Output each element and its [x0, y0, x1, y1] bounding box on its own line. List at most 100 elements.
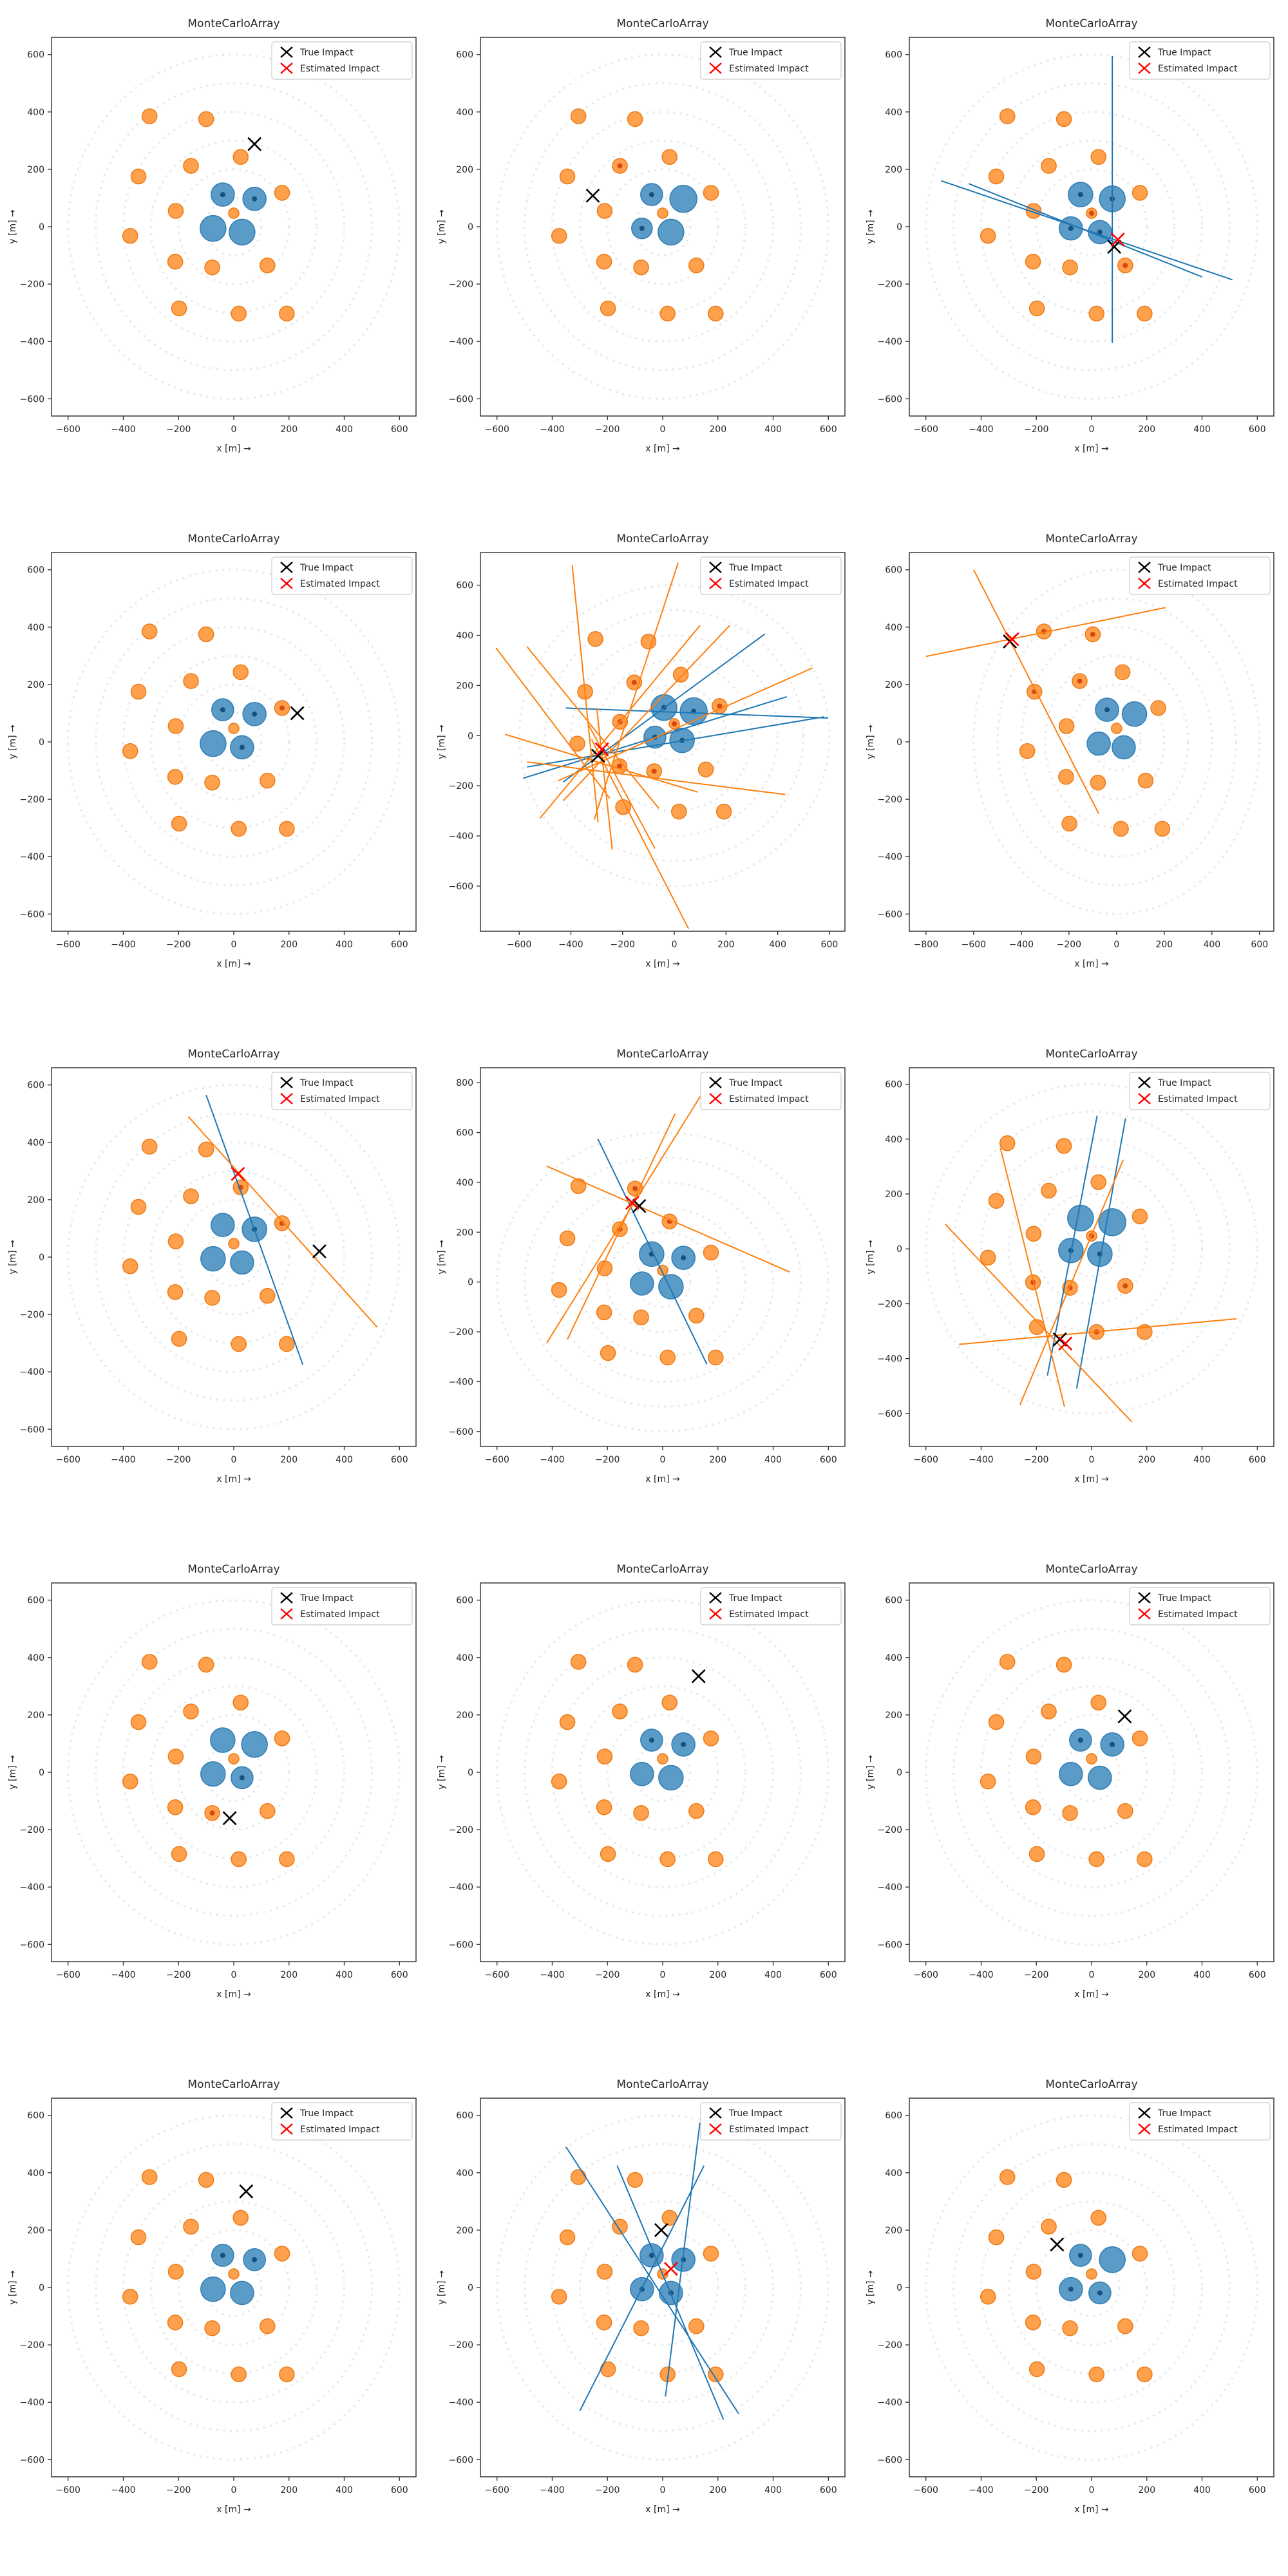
y-tick-label: 0	[468, 1278, 473, 1288]
plot-area	[925, 569, 1261, 915]
legend: True Impact Estimated Impact	[1129, 556, 1271, 595]
y-tick-label: −200	[878, 2340, 902, 2351]
range-ring-200m	[177, 168, 290, 285]
legend-label: Estimated Impact	[300, 579, 380, 589]
outer-station	[1090, 774, 1106, 791]
y-tick-label: 200	[885, 1189, 902, 1200]
outer-station	[183, 1188, 199, 1204]
range-ring-200m	[606, 2229, 719, 2346]
legend: True Impact Estimated Impact	[700, 1587, 842, 1625]
subplot-r4c3: −600 −400 −200 0 200 400 600 −600 −400 −200 0 200 40…	[858, 1546, 1287, 2061]
x-tick-label: 400	[1193, 2485, 1211, 2496]
y-tick-label: 200	[456, 681, 473, 691]
outer-station	[703, 2246, 719, 2262]
x-axis-label: x [m] →	[1074, 2505, 1109, 2515]
x-tick-label: −200	[1024, 2485, 1048, 2496]
true-impact-marker	[247, 137, 262, 151]
outer-station	[1025, 1226, 1042, 1242]
range-ring-600m	[67, 53, 401, 400]
outer-station	[708, 305, 724, 322]
subplot-canvas: −600 −400 −200 0 200 400 600 −600 −400 −200 0 200 40…	[8, 1048, 417, 1484]
outer-station	[1090, 1694, 1107, 1711]
y-tick-label: 600	[27, 1081, 44, 1091]
x-axis-label: x [m] →	[645, 959, 680, 969]
x-tick-label: 400	[336, 424, 353, 435]
y-tick-label: −400	[20, 852, 44, 862]
range-ring-400m	[1020, 626, 1213, 858]
legend-box	[700, 41, 842, 80]
outer-station	[1132, 1208, 1148, 1225]
y-tick-label: 0	[468, 222, 473, 232]
outer-station	[167, 718, 184, 734]
subplot-r2c1: −600 −400 −200 0 200 400 600 −600 −400 −200 0 200 40…	[0, 515, 429, 1030]
outer-direction-line	[539, 625, 701, 819]
x-tick-label: −600	[961, 940, 986, 950]
legend-box	[271, 1587, 413, 1625]
range-ring-600m	[925, 53, 1258, 400]
core-station	[1059, 1761, 1083, 1786]
core-station	[1088, 1765, 1112, 1790]
estimated-impact-marker	[594, 742, 609, 757]
outer-station	[1132, 185, 1148, 201]
plot-area	[496, 2114, 829, 2461]
range-ring-600m	[925, 2114, 1258, 2461]
outer-direction-line	[546, 1165, 790, 1273]
outer-station	[141, 1139, 158, 1155]
outer-station	[167, 1284, 184, 1300]
subplot-r5c3: −600 −400 −200 0 200 400 600 −600 −400 −200 0 200 40…	[858, 2061, 1287, 2576]
y-axis-label: y [m] →	[8, 2270, 18, 2305]
y-tick-label: 600	[885, 2111, 902, 2121]
true-impact-marker-stroke	[632, 1198, 647, 1213]
core-station-hit-dot	[639, 225, 645, 231]
outer-station	[570, 108, 587, 124]
legend-label: Estimated Impact	[1158, 1094, 1238, 1104]
core-station	[1067, 1204, 1094, 1232]
outer-station-hit-dot	[672, 721, 677, 726]
outer-station	[1111, 723, 1122, 734]
outer-station	[274, 2246, 290, 2262]
x-tick-label: 600	[820, 2485, 837, 2496]
estimated-impact-marker-stroke	[663, 2262, 678, 2276]
outer-station	[657, 207, 668, 219]
y-tick-label: −400	[449, 1882, 473, 1893]
legend-marker-true-impact-icon	[1138, 2107, 1151, 2119]
legend-label: Estimated Impact	[1158, 2125, 1238, 2135]
outer-station	[596, 2264, 613, 2280]
legend-label: True Impact	[728, 2108, 782, 2119]
core-station	[230, 1250, 254, 1275]
outer-station	[1090, 2210, 1107, 2226]
legend: True Impact Estimated Impact	[271, 41, 413, 80]
core-station	[1121, 701, 1148, 727]
true-impact-marker-stroke	[1117, 1709, 1132, 1724]
outer-station	[1090, 149, 1107, 166]
outer-station	[231, 820, 247, 837]
outer-station-hit-dot	[651, 768, 657, 774]
x-tick-label: 200	[709, 1455, 726, 1465]
x-tick-label: 0	[1113, 940, 1119, 950]
core-station	[1112, 735, 1136, 760]
x-tick-label: −400	[1009, 940, 1034, 950]
x-tick-label: 200	[1138, 2485, 1155, 2496]
y-tick-label: 0	[39, 2283, 44, 2293]
outer-station	[183, 2219, 199, 2235]
true-impact-marker-stroke	[222, 1811, 237, 1826]
legend: True Impact Estimated Impact	[1129, 1072, 1271, 1110]
range-ring-600m	[67, 1599, 401, 1946]
range-ring-200m	[621, 684, 727, 787]
y-tick-label: 600	[456, 50, 473, 61]
outer-station-hit-dot	[279, 705, 285, 711]
outer-station	[198, 626, 214, 643]
range-ring-300m	[149, 654, 318, 829]
x-tick-label: 600	[1251, 940, 1268, 950]
subplot-canvas: −600 −400 −200 0 200 400 600 −600 −400 −200 0 200 40…	[866, 17, 1274, 454]
legend-marker-true-impact-icon	[1138, 46, 1151, 58]
outer-station	[708, 1349, 724, 1366]
outer-station	[1025, 1748, 1042, 1765]
core-station-hit-dot	[1077, 2253, 1083, 2259]
outer-station	[688, 2318, 705, 2334]
core-station	[630, 1271, 654, 1296]
x-tick-label: −200	[1024, 1970, 1048, 1980]
x-tick-label: −600	[485, 1455, 509, 1465]
y-tick-label: 400	[456, 2168, 473, 2179]
outer-direction-line	[591, 739, 690, 929]
